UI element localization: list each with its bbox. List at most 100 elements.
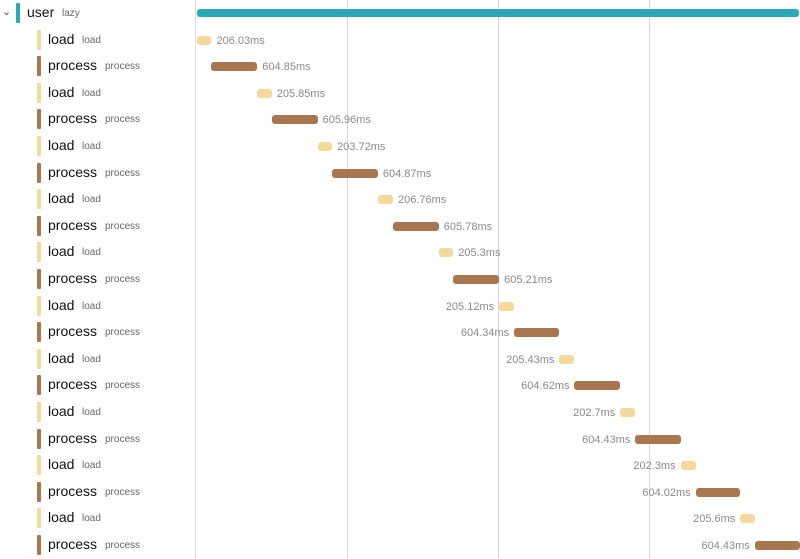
span-name: process — [48, 163, 98, 180]
timeline-bar-root[interactable] — [197, 9, 799, 17]
span-subtitle: load — [82, 194, 101, 206]
span-name: process — [48, 536, 98, 552]
span-color-marker — [37, 215, 41, 236]
tree-row-process[interactable]: process process — [0, 213, 195, 239]
tree-row-process[interactable]: process process — [0, 53, 195, 79]
duration-label: 202.3ms — [633, 460, 676, 473]
timeline-bar-process[interactable] — [332, 168, 378, 178]
span-color-marker — [37, 109, 41, 130]
span-name: load — [48, 243, 75, 260]
span-color-marker — [37, 508, 41, 529]
span-name: process — [48, 482, 98, 499]
span-name: load — [48, 296, 75, 313]
timeline-bar-load[interactable] — [438, 248, 454, 258]
span-subtitle: process — [105, 540, 141, 551]
timeline-bar-load[interactable] — [740, 514, 755, 524]
timeline-bar-process[interactable] — [211, 62, 258, 72]
tree-row-process[interactable]: process process — [0, 106, 195, 132]
timeline-bar-load[interactable] — [680, 461, 696, 471]
span-subtitle: load — [82, 87, 101, 99]
timeline-bar-load[interactable] — [317, 142, 333, 151]
span-tree-panel: ⌄ user lazy load load process process load lo… — [0, 0, 196, 559]
span-subtitle: load — [82, 247, 101, 259]
span-name: load — [48, 509, 75, 526]
span-name: process — [48, 376, 98, 393]
duration-label: 605.21ms — [504, 274, 553, 286]
tree-row-load[interactable]: load load — [0, 133, 195, 159]
tree-row-load[interactable]: load load — [0, 293, 195, 319]
tree-row-process[interactable]: process process — [0, 266, 195, 292]
span-color-marker — [37, 189, 41, 210]
tree-row-load[interactable]: load load — [0, 346, 195, 372]
duration-label: 205.12ms — [445, 300, 495, 313]
tree-row-load[interactable]: load load — [0, 452, 195, 478]
span-subtitle: process — [105, 433, 141, 445]
span-color-marker — [37, 322, 41, 343]
tree-row-load[interactable]: load load — [0, 80, 195, 106]
timeline-bar-process[interactable] — [453, 275, 500, 284]
timeline-bar-load[interactable] — [257, 88, 272, 98]
duration-label: 202.7ms — [573, 407, 616, 419]
span-subtitle: process — [105, 220, 141, 232]
timeline-bar-process[interactable] — [695, 487, 740, 497]
span-name: load — [48, 190, 75, 207]
tree-row-load[interactable]: load load — [0, 239, 195, 265]
span-color-marker — [37, 295, 41, 316]
chevron-down-icon[interactable]: ⌄ — [1, 6, 12, 18]
timeline-bar-process[interactable] — [392, 221, 439, 231]
span-name: user — [27, 4, 55, 20]
duration-label: 605.96ms — [322, 114, 371, 127]
tree-row-process[interactable]: process process — [0, 426, 195, 452]
timeline-bar-load[interactable] — [499, 301, 515, 311]
span-subtitle: process — [105, 486, 141, 498]
span-name: process — [48, 57, 98, 74]
timeline-panel: 206.03ms 604.85ms 205.85ms 605.96ms 203.72ms… — [196, 0, 800, 559]
duration-label: 203.72ms — [337, 141, 386, 153]
span-subtitle: process — [105, 274, 141, 285]
timeline-bar-process[interactable] — [514, 328, 560, 338]
timeline-bar-load[interactable] — [377, 195, 393, 205]
tree-row-process[interactable]: process process — [0, 532, 195, 558]
span-color-marker — [37, 375, 41, 396]
span-color-marker — [37, 162, 41, 183]
span-name: process — [48, 429, 98, 446]
span-subtitle: load — [82, 34, 101, 46]
duration-label: 205.3ms — [458, 247, 501, 260]
span-color-marker — [37, 82, 41, 103]
timeline-bar-load[interactable] — [620, 408, 636, 417]
duration-label: 604.02ms — [642, 486, 691, 499]
span-subtitle: process — [105, 114, 141, 126]
span-subtitle: load — [82, 407, 101, 418]
span-subtitle: process — [105, 61, 141, 73]
tree-row-process[interactable]: process process — [0, 160, 195, 186]
span-subtitle: load — [82, 460, 101, 472]
tree-row-load[interactable]: load load — [0, 186, 195, 212]
tree-row-process[interactable]: process process — [0, 319, 195, 345]
tree-row-load[interactable]: load load — [0, 505, 195, 531]
timeline-bar-load[interactable] — [559, 354, 575, 364]
duration-label: 205.6ms — [693, 513, 736, 526]
span-subtitle: load — [82, 141, 101, 152]
timeline-bar-process[interactable] — [635, 434, 681, 444]
timeline-bar-process[interactable] — [574, 381, 621, 391]
tree-row-process[interactable]: process process — [0, 479, 195, 505]
tree-row-process[interactable]: process process — [0, 372, 195, 398]
gridline — [649, 0, 650, 559]
span-name: process — [48, 323, 98, 340]
timeline-bar-process[interactable] — [271, 115, 318, 125]
duration-label: 206.76ms — [397, 194, 447, 207]
timeline-bar-load[interactable] — [197, 35, 212, 45]
tree-row-load[interactable]: load load — [0, 27, 195, 53]
duration-label: 604.43ms — [582, 433, 631, 446]
duration-label: 604.87ms — [382, 167, 432, 180]
span-subtitle: process — [105, 327, 141, 339]
gridline — [347, 0, 348, 559]
span-color-marker — [37, 56, 41, 77]
tree-row-load[interactable]: load load — [0, 399, 195, 425]
span-color-marker — [37, 481, 41, 502]
span-name: load — [48, 403, 75, 419]
tree-row-root[interactable]: ⌄ user lazy — [0, 0, 195, 26]
span-name: load — [48, 83, 75, 100]
timeline-bar-process[interactable] — [754, 541, 800, 550]
span-color-marker — [37, 348, 41, 369]
